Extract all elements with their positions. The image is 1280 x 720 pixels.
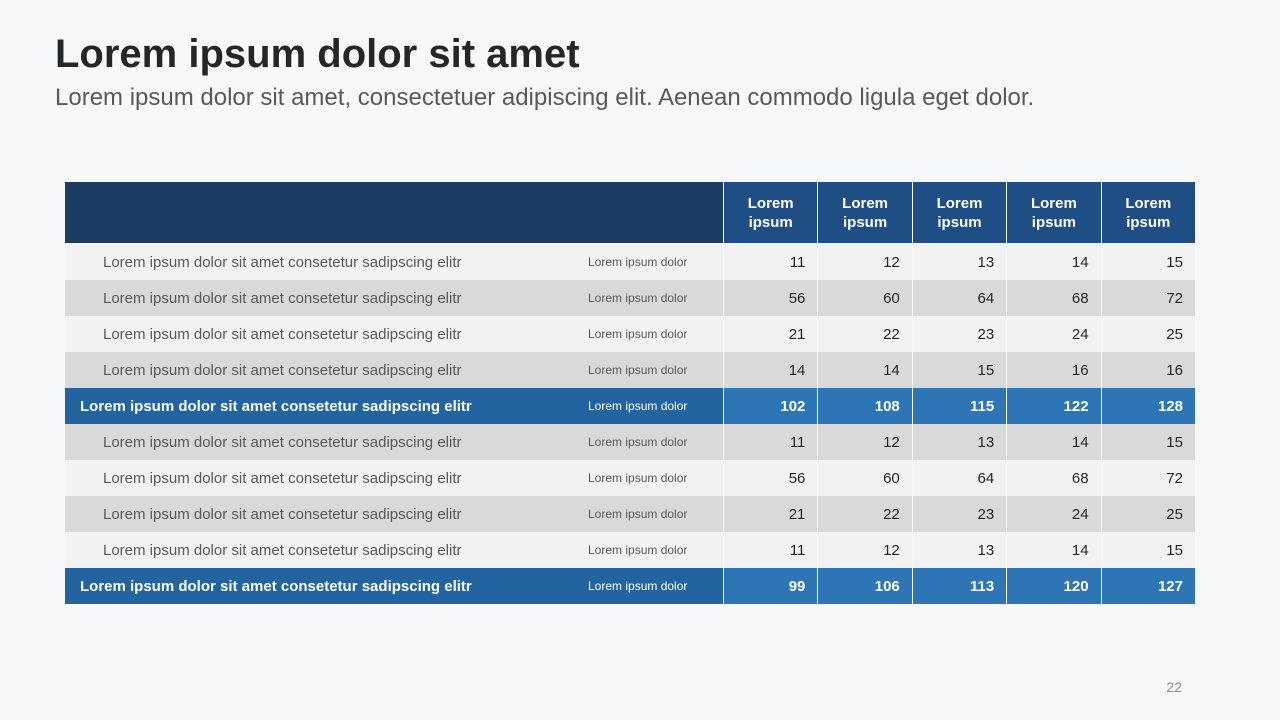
value-cell: 11 <box>724 424 818 460</box>
value-cell: 23 <box>912 316 1007 352</box>
value-cell: 120 <box>1007 568 1101 604</box>
row-background <box>65 496 723 532</box>
value-cell: 64 <box>912 460 1007 496</box>
value-cell: 106 <box>818 568 912 604</box>
value-cell: 56 <box>724 280 818 316</box>
row-sublabel: Lorem ipsum dolor <box>588 327 688 341</box>
value-cell: 14 <box>1007 532 1101 568</box>
column-header: Lorem ipsum <box>912 182 1007 243</box>
value-cell: 13 <box>912 532 1007 568</box>
column-header: Lorem ipsum <box>1007 182 1101 243</box>
page-number: 22 <box>1166 679 1182 695</box>
value-cell: 11 <box>724 244 818 280</box>
value-cell: 25 <box>1101 316 1195 352</box>
row-label: Lorem ipsum dolor sit amet consetetur sa… <box>80 577 472 595</box>
value-cell: 16 <box>1007 352 1101 388</box>
value-cell: 11 <box>724 532 818 568</box>
row-label: Lorem ipsum dolor sit amet consetetur sa… <box>103 541 462 559</box>
row-sublabel: Lorem ipsum dolor <box>588 363 688 377</box>
row-sublabel: Lorem ipsum dolor <box>588 579 688 593</box>
row-background <box>65 352 723 388</box>
value-cell: 99 <box>724 568 818 604</box>
value-cell: 127 <box>1101 568 1195 604</box>
row-label: Lorem ipsum dolor sit amet consetetur sa… <box>103 289 462 307</box>
value-cell: 15 <box>1101 244 1195 280</box>
value-cell: 72 <box>1101 460 1195 496</box>
value-cell: 60 <box>818 280 912 316</box>
row-background <box>65 460 723 496</box>
value-cell: 16 <box>1101 352 1195 388</box>
row-label: Lorem ipsum dolor sit amet consetetur sa… <box>103 325 462 343</box>
value-cell: 102 <box>724 388 818 424</box>
value-cell: 25 <box>1101 496 1195 532</box>
value-cell: 21 <box>724 496 818 532</box>
value-cell: 128 <box>1101 388 1195 424</box>
value-cell: 14 <box>1007 424 1101 460</box>
value-cell: 23 <box>912 496 1007 532</box>
value-cell: 15 <box>912 352 1007 388</box>
row-background <box>65 316 723 352</box>
value-cell: 12 <box>818 424 912 460</box>
value-cell: 22 <box>818 496 912 532</box>
value-cell: 68 <box>1007 280 1101 316</box>
value-cell: 24 <box>1007 496 1101 532</box>
row-background <box>65 388 723 424</box>
row-sublabel: Lorem ipsum dolor <box>588 435 688 449</box>
row-sublabel: Lorem ipsum dolor <box>588 507 688 521</box>
value-cell: 14 <box>724 352 818 388</box>
value-cell: 21 <box>724 316 818 352</box>
row-sublabel: Lorem ipsum dolor <box>588 255 688 269</box>
value-cell: 68 <box>1007 460 1101 496</box>
row-sublabel: Lorem ipsum dolor <box>588 471 688 485</box>
value-cell: 12 <box>818 244 912 280</box>
value-cell: 15 <box>1101 532 1195 568</box>
row-label: Lorem ipsum dolor sit amet consetetur sa… <box>103 505 462 523</box>
row-sublabel: Lorem ipsum dolor <box>588 399 688 413</box>
column-header: Lorem ipsum <box>1101 182 1195 243</box>
row-label: Lorem ipsum dolor sit amet consetetur sa… <box>103 469 462 487</box>
row-sublabel: Lorem ipsum dolor <box>588 291 688 305</box>
value-cell: 72 <box>1101 280 1195 316</box>
value-cell: 13 <box>912 244 1007 280</box>
header-blank <box>65 182 723 243</box>
value-cell: 56 <box>724 460 818 496</box>
value-cell: 15 <box>1101 424 1195 460</box>
value-cell: 64 <box>912 280 1007 316</box>
row-background <box>65 532 723 568</box>
subtitle: Lorem ipsum dolor sit amet, consectetuer… <box>55 84 1035 111</box>
value-cell: 113 <box>912 568 1007 604</box>
row-label: Lorem ipsum dolor sit amet consetetur sa… <box>103 361 462 379</box>
row-background <box>65 280 723 316</box>
row-label: Lorem ipsum dolor sit amet consetetur sa… <box>103 253 462 271</box>
row-label: Lorem ipsum dolor sit amet consetetur sa… <box>103 433 462 451</box>
value-cell: 24 <box>1007 316 1101 352</box>
value-cell: 60 <box>818 460 912 496</box>
value-cell: 115 <box>912 388 1007 424</box>
row-background <box>65 424 723 460</box>
value-cell: 14 <box>818 352 912 388</box>
row-label: Lorem ipsum dolor sit amet consetetur sa… <box>80 397 472 415</box>
value-cell: 122 <box>1007 388 1101 424</box>
column-header: Lorem ipsum <box>818 182 912 243</box>
value-cell: 14 <box>1007 244 1101 280</box>
value-cell: 13 <box>912 424 1007 460</box>
row-background <box>65 568 723 604</box>
value-cell: 108 <box>818 388 912 424</box>
column-header: Lorem ipsum <box>724 182 818 243</box>
row-sublabel: Lorem ipsum dolor <box>588 543 688 557</box>
row-background <box>65 244 723 280</box>
value-cell: 12 <box>818 532 912 568</box>
value-cell: 22 <box>818 316 912 352</box>
title: Lorem ipsum dolor sit amet <box>55 32 580 76</box>
